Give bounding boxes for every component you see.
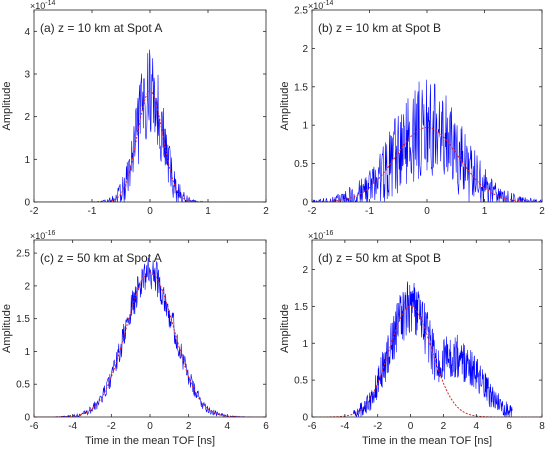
y-tick-label: 2	[24, 112, 30, 123]
y-axis-label: Amplitude	[279, 304, 291, 353]
panel-title: (c) z = 50 km at Spot A	[40, 251, 162, 265]
series-trace	[34, 49, 266, 202]
y-axis-label: Amplitude	[279, 82, 291, 131]
x-tick-label: 0	[424, 206, 430, 217]
y-tick-label: 0	[302, 198, 308, 209]
y-tick-label: 1.5	[16, 314, 30, 325]
x-tick-label: -2	[308, 206, 317, 217]
series-trace	[312, 79, 542, 202]
y-tick-label: 0.5	[294, 159, 308, 170]
x-tick-label: -6	[30, 421, 39, 432]
axes-box	[311, 239, 543, 418]
panel-1: -2 -1 0 1 2 0 1 2 3 4 ×10-14 (a) z = 10 km at Spot …	[1, 0, 269, 217]
y-tick-label: 1	[302, 339, 308, 350]
panel-title: (a) z = 10 km at Spot A	[40, 21, 162, 35]
series-fit	[312, 126, 542, 202]
x-tick-label: 4	[225, 421, 231, 432]
x-tick-label: 0	[408, 421, 414, 432]
y-tick-label: 0.5	[16, 380, 30, 391]
axes-box	[33, 239, 267, 418]
series-fit	[34, 272, 266, 417]
y-scale-multiplier: ×10-14	[308, 0, 334, 11]
y-tick-label: 2	[24, 281, 30, 292]
y-tick-label: 2.5	[16, 249, 30, 260]
y-tick-label: 1	[302, 121, 308, 132]
panel-title: (b) z = 10 km at Spot B	[318, 21, 441, 35]
x-tick-label: -6	[308, 421, 317, 432]
x-tick-label: -2	[373, 421, 382, 432]
x-tick-label: 2	[441, 421, 447, 432]
y-tick-label: 4	[24, 27, 30, 38]
series-trace	[352, 281, 513, 417]
y-tick-label: 1	[24, 347, 30, 358]
x-tick-label: -2	[107, 421, 116, 432]
panel-title: (d) z = 50 km at Spot B	[318, 251, 441, 265]
x-tick-label: -1	[88, 206, 97, 217]
panel-3: -6 -4 -2 0 2 4 6 0 0.5 1 1.5 2 2.5×10-16 (c) z = 50 k…	[1, 230, 269, 447]
series-fit	[34, 90, 266, 202]
y-tick-label: 2	[302, 44, 308, 55]
x-tick-label: 8	[539, 421, 545, 432]
series-fit	[312, 305, 542, 417]
y-tick-label: 2	[302, 265, 308, 276]
x-tick-label: 6	[506, 421, 512, 432]
x-tick-label: 6	[263, 421, 269, 432]
y-axis-label: Amplitude	[1, 82, 13, 131]
y-tick-label: 2.5	[294, 6, 308, 17]
x-axis-label: Time in the mean TOF [ns]	[362, 435, 492, 447]
x-tick-label: 1	[205, 206, 211, 217]
axes-box	[311, 9, 543, 203]
y-tick-label: 0	[302, 413, 308, 424]
y-scale-multiplier: ×10-14	[30, 0, 56, 11]
y-scale-multiplier: ×10-16	[308, 230, 334, 241]
y-tick-label: 0	[24, 198, 30, 209]
y-tick-label: 1.5	[294, 82, 308, 93]
x-tick-label: 1	[482, 206, 488, 217]
y-tick-label: 0	[24, 413, 30, 424]
series-trace	[34, 257, 266, 417]
x-axis-label: Time in the mean TOF [ns]	[85, 435, 215, 447]
x-tick-label: -4	[68, 421, 77, 432]
x-tick-label: -4	[340, 421, 349, 432]
x-tick-label: 2	[263, 206, 269, 217]
x-tick-label: 0	[147, 421, 153, 432]
x-tick-label: 0	[147, 206, 153, 217]
y-tick-label: 0.5	[294, 376, 308, 387]
x-tick-label: 4	[474, 421, 480, 432]
x-tick-label: 2	[186, 421, 192, 432]
y-scale-multiplier: ×10-16	[30, 230, 56, 241]
x-tick-label: -1	[365, 206, 374, 217]
y-axis-label: Amplitude	[1, 304, 13, 353]
axes-box	[33, 9, 267, 203]
panel-2: -2 -1 0 1 2 0 0.5 1 1.5 2 2.5 ×10-14 (b) z = 10 km a…	[279, 0, 545, 217]
x-tick-label: 2	[539, 206, 545, 217]
x-tick-label: -2	[30, 206, 39, 217]
y-tick-label: 3	[24, 70, 30, 81]
y-tick-label: 1	[24, 155, 30, 166]
panel-4: -6 -4 -2 0 2 4 6 8 0 0.5 1 1.5 2 ×10-16 (d) z = 50 km …	[279, 230, 545, 447]
y-tick-label: 1.5	[294, 302, 308, 313]
